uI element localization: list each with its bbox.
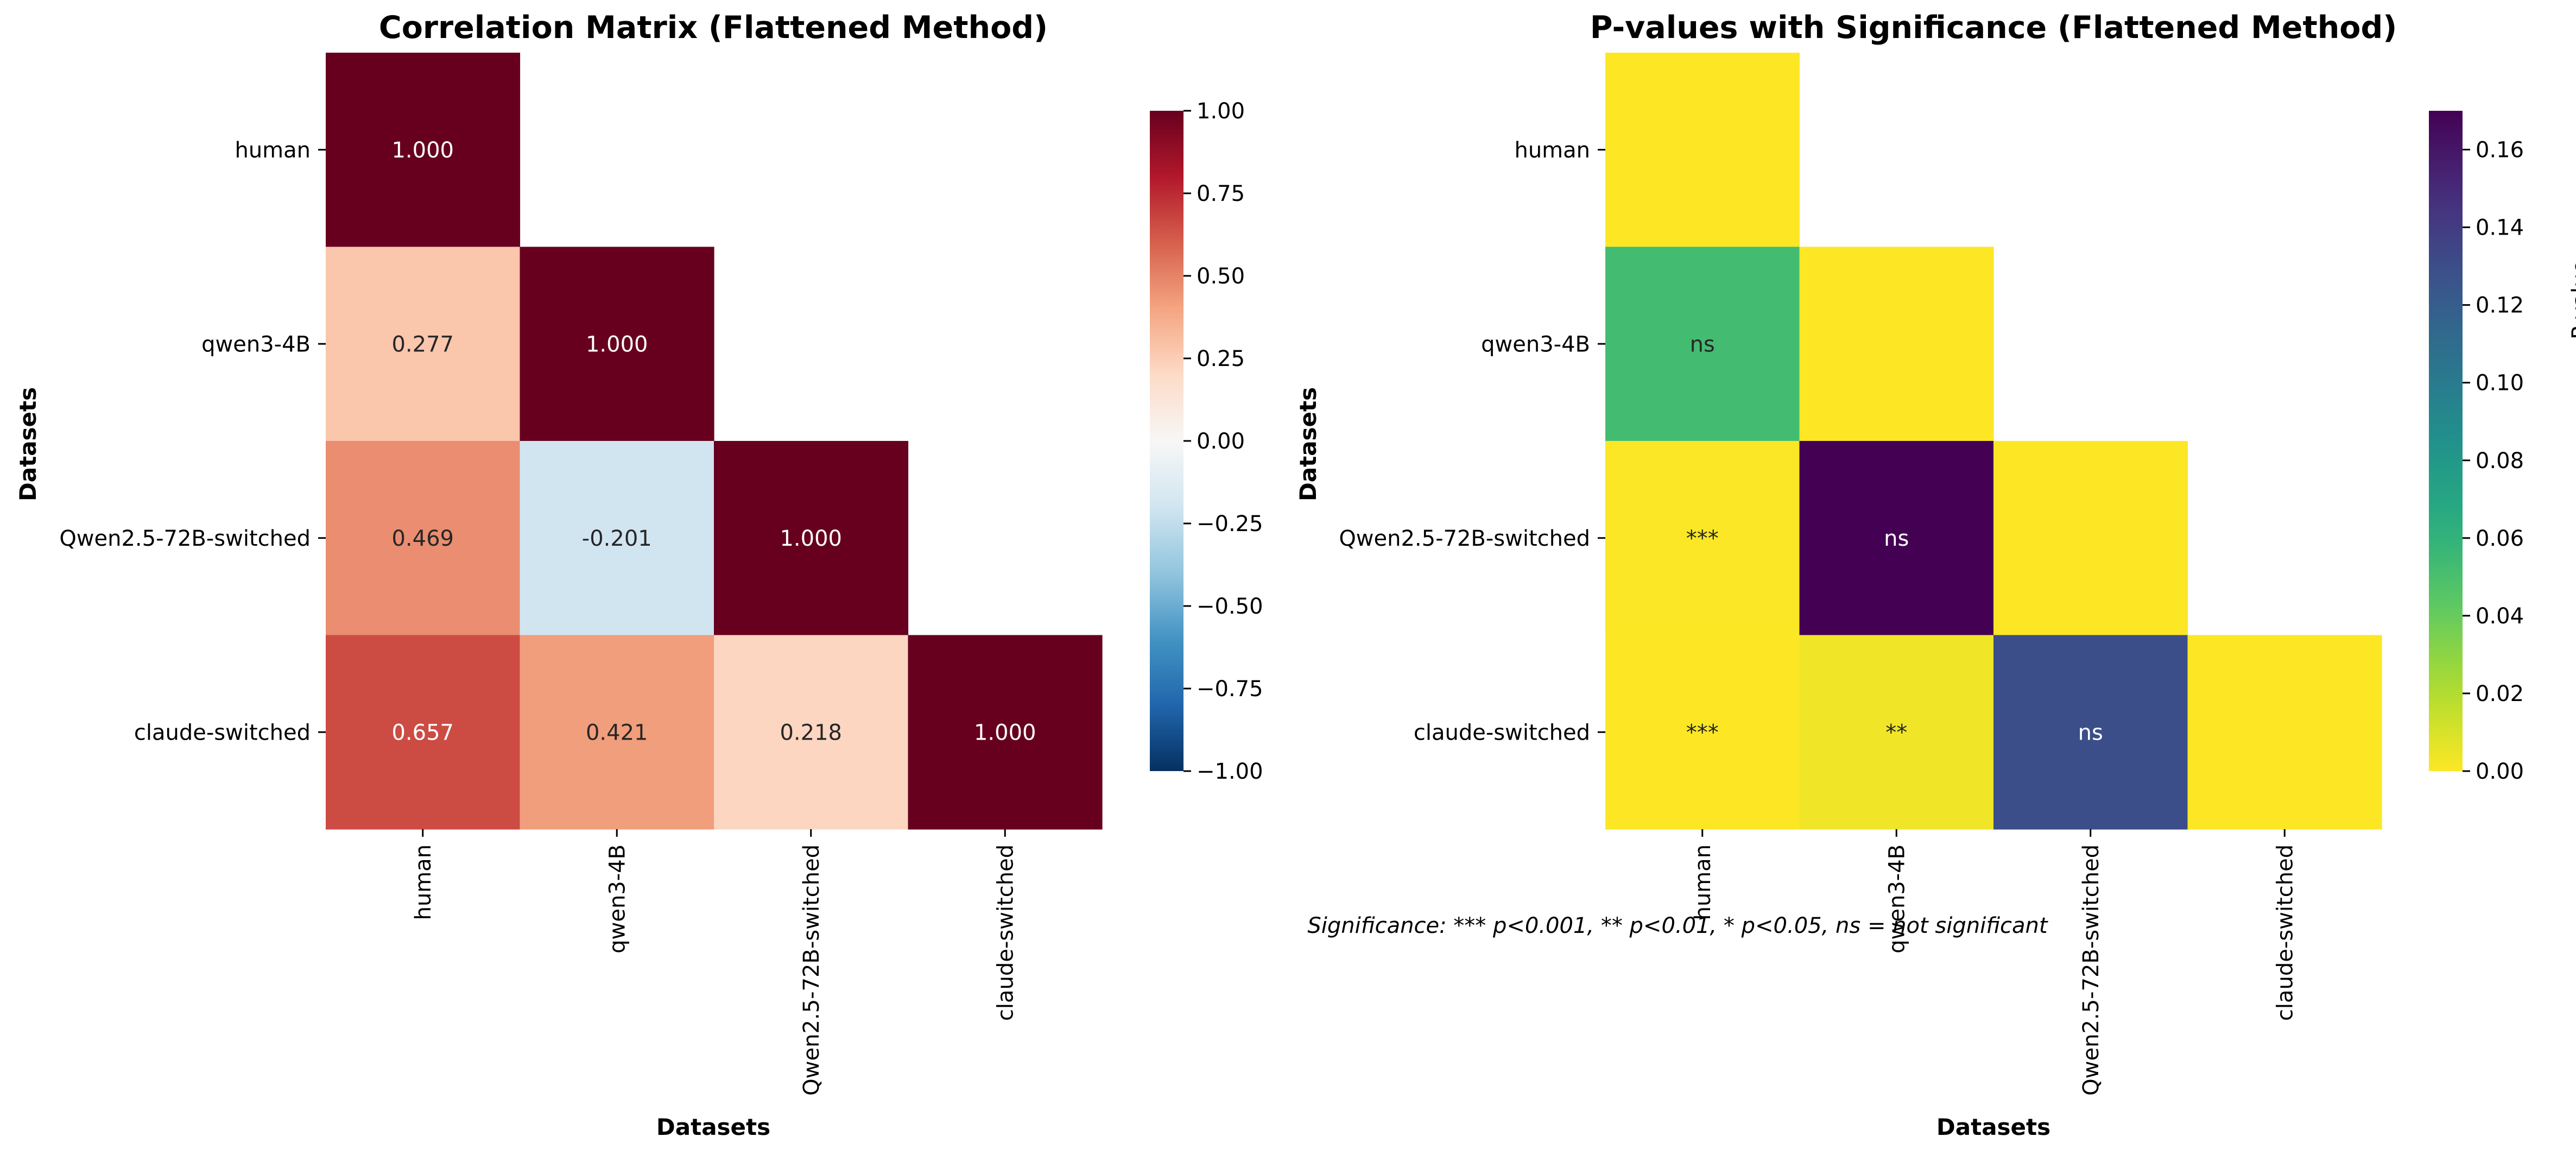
correlation-y-ticks: human qwen3-4B Qwen2.5-72B-switched claude-… [59,138,326,745]
pvalue-y-tick-label: human [1514,138,1590,163]
pvalue-colorbar-tick-label: 0.16 [2476,138,2524,163]
pvalue-cells: ns*** ns*** ** ns [1605,53,2382,830]
correlation-x-tick-label: qwen3-4B [605,844,630,954]
pvalue-colorbar-tick-label: 0.02 [2476,681,2524,706]
pvalue-cell [1799,635,1994,830]
correlation-cell-label: 0.657 [391,720,454,745]
correlation-x-ticks: human qwen3-4B Qwen2.5-72B-switched claude-… [411,829,1018,1096]
pvalue-x-tick-label: human [1691,844,1716,920]
correlation-cell-label: 0.218 [780,720,842,745]
pvalue-cell-label: ns [1884,526,1909,551]
correlation-colorbar-tick-label: −1.00 [1197,759,1263,784]
correlation-cell [908,635,1103,830]
significance-footnote: Significance: *** p<0.001, ** p<0.01, * … [1307,913,2048,938]
correlation-chart: Correlation Matrix (Flattened Method) 1.… [15,10,1263,1140]
pvalue-cell-label: ** [1885,720,1907,745]
pvalue-colorbar-tick-label: 0.06 [2476,526,2524,551]
pvalue-x-tick-label: qwen3-4B [1884,844,1909,954]
correlation-colorbar-tick-label: 0.75 [1197,181,1245,206]
pvalue-x-ticks: human qwen3-4B Qwen2.5-72B-switched claude-… [1691,829,2297,1096]
correlation-cell-label: 1.000 [391,138,454,163]
pvalue-y-ticks: human qwen3-4B Qwen2.5-72B-switched claude-… [1339,138,1605,745]
correlation-colorbar-bar [1150,111,1183,771]
correlation-x-axis-label: Datasets [656,1114,770,1140]
pvalue-y-tick-label: claude-switched [1414,720,1590,745]
pvalue-cell [1605,53,1800,248]
correlation-cells: 1.000 0.277 1.000 0.469 -0.201 1.000 0.657 0.42… [326,53,1103,830]
pvalue-colorbar-tick-label: 0.10 [2476,371,2524,396]
correlation-y-axis-label: Datasets [15,387,41,501]
correlation-cell-label: -0.201 [582,526,652,551]
correlation-colorbar-tick-label: 0.25 [1197,346,1245,371]
pvalue-colorbar-label: P-value [2568,260,2576,339]
pvalue-x-tick-label: claude-switched [2273,844,2297,1021]
pvalue-colorbar-bar [2429,111,2463,771]
pvalue-cell-label: ns [2078,720,2103,745]
pvalue-y-tick-label: qwen3-4B [1481,332,1590,357]
correlation-cell [714,441,909,636]
pvalue-x-axis-label: Datasets [1936,1114,2050,1140]
correlation-colorbar-tick-label: 1.00 [1197,99,1245,124]
pvalue-cell [2187,635,2382,830]
pvalue-cell [1605,635,1800,830]
pvalue-colorbar-tick-label: 0.00 [2476,759,2524,784]
correlation-x-tick-label: Qwen2.5-72B-switched [799,844,824,1096]
pvalue-cell [1993,441,2188,636]
correlation-cell-label: 1.000 [586,332,648,357]
pvalue-y-axis-label: Datasets [1295,387,1321,501]
pvalue-colorbar: 0.16 0.14 0.12 0.10 0.08 0.06 0.04 0.02 0.00 P-va… [2429,111,2576,784]
correlation-y-tick-label: human [235,138,311,163]
correlation-colorbar-tick-label: 0.50 [1197,264,1245,289]
correlation-cell-label: 0.277 [391,332,454,357]
correlation-cell [326,53,521,248]
correlation-x-tick-label: human [411,844,436,920]
pvalue-cell [1605,441,1800,636]
correlation-cell-label: 0.469 [391,526,454,551]
correlation-title: Correlation Matrix (Flattened Method) [379,10,1048,46]
pvalue-colorbar-tick-label: 0.12 [2476,293,2524,318]
correlation-cell-label: 0.421 [586,720,648,745]
correlation-colorbar-tick-label: 0.00 [1197,429,1245,454]
correlation-colorbar-tick-label: −0.75 [1197,677,1263,702]
correlation-colorbar-tick-label: −0.25 [1197,512,1263,537]
pvalue-cell-label: *** [1686,720,1719,745]
pvalue-title: P-values with Significance (Flattened Me… [1590,10,2397,46]
pvalue-colorbar-tick-label: 0.08 [2476,449,2524,474]
correlation-colorbar-tick-label: −0.50 [1197,594,1263,619]
correlation-x-tick-label: claude-switched [993,844,1018,1021]
pvalue-colorbar-tick-label: 0.14 [2476,216,2524,241]
pvalue-cell [1799,247,1994,441]
pvalue-cell [1993,635,2188,830]
pvalue-cell-label: *** [1686,526,1719,551]
pvalue-colorbar-tick-label: 0.04 [2476,604,2524,629]
correlation-colorbar: 1.00 0.75 0.50 0.25 0.00 −0.25 −0.50 −0.75 −1.00 [1150,99,1263,784]
pvalue-cell [1799,441,1994,636]
pvalue-y-tick-label: Qwen2.5-72B-switched [1339,526,1590,551]
correlation-y-tick-label: claude-switched [134,720,311,745]
correlation-cell [520,247,714,441]
correlation-y-tick-label: Qwen2.5-72B-switched [59,526,311,551]
correlation-cell [520,635,714,830]
correlation-y-tick-label: qwen3-4B [201,332,311,357]
correlation-cell [326,635,521,830]
correlation-cell [326,441,521,636]
pvalue-chart: P-values with Significance (Flattened Me… [1295,10,2576,1140]
correlation-cell [326,247,521,441]
correlation-cell-label: 1.000 [780,526,842,551]
correlation-cell [520,441,714,636]
pvalue-cell-label: ns [1690,332,1715,357]
correlation-cell [714,635,909,830]
pvalue-cell [1605,247,1800,441]
correlation-cell-label: 1.000 [974,720,1036,745]
pvalue-x-tick-label: Qwen2.5-72B-switched [2079,844,2104,1096]
